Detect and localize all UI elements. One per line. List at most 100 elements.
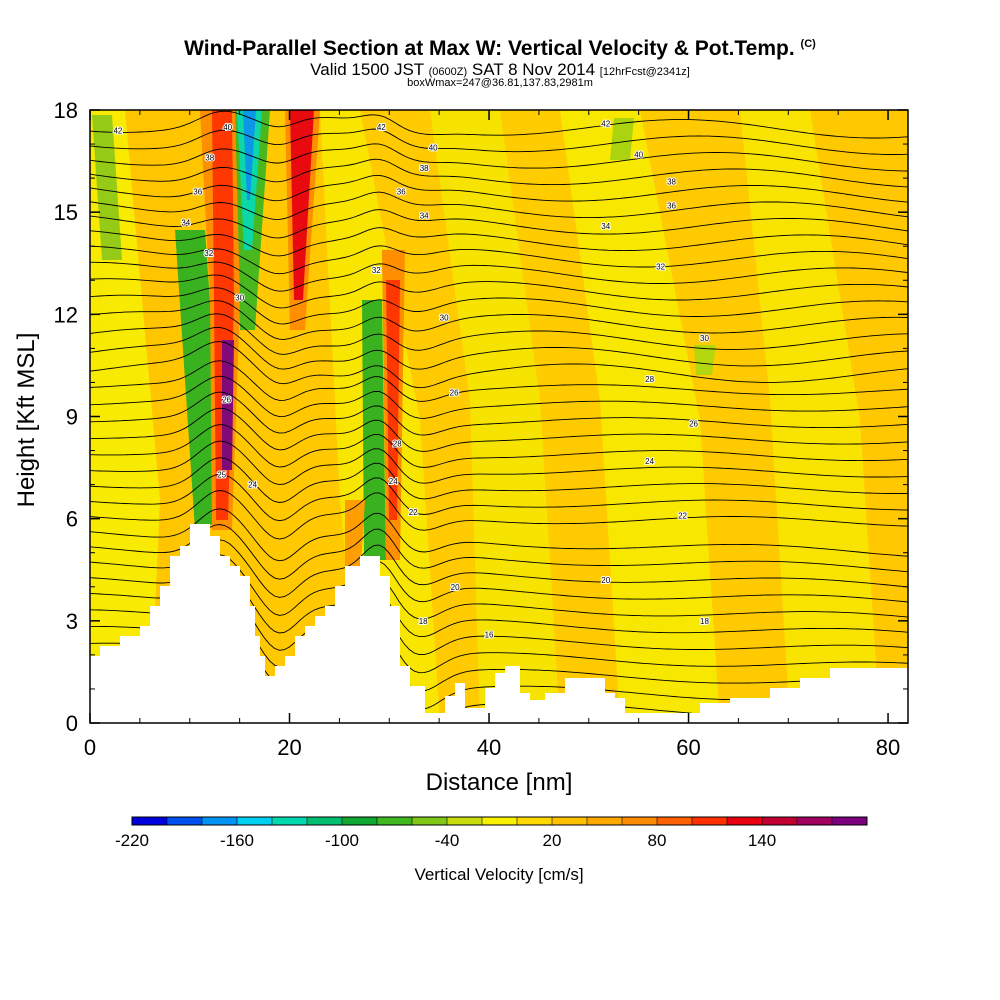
yellow-band xyxy=(430,110,560,723)
colorbar-swatch xyxy=(237,817,273,825)
chart-title-tag: (C) xyxy=(800,38,816,50)
colorbar-swatch xyxy=(517,817,553,825)
theta-contour xyxy=(90,375,908,419)
y-tick-label: 6 xyxy=(66,507,78,532)
colorbar-swatch xyxy=(587,817,623,825)
contour-label: 26 xyxy=(450,389,459,398)
contour-label: 22 xyxy=(409,508,418,517)
y-axis-label: Height [Kft MSL] xyxy=(13,333,40,508)
colorbar-tick-label: -40 xyxy=(435,831,460,850)
theta-contour xyxy=(90,158,908,188)
colorbar-swatch xyxy=(762,817,798,825)
contour-label: 26 xyxy=(222,395,231,404)
theta-contour xyxy=(90,287,908,325)
colorbar-tick-label: 20 xyxy=(543,831,562,850)
valid-utc: (0600Z) xyxy=(428,66,468,78)
x-tick-label: 60 xyxy=(676,735,700,760)
updraft-red xyxy=(386,280,400,520)
colorbar-frame xyxy=(131,816,868,826)
contour-label: 40 xyxy=(429,143,438,152)
colorbar-swatch xyxy=(412,817,448,825)
colorbar-label: Vertical Velocity [cm/s] xyxy=(414,865,583,884)
contour-label: 42 xyxy=(377,123,386,132)
theta-contour xyxy=(90,326,908,370)
contour-label: 20 xyxy=(601,576,610,585)
contour-label: 24 xyxy=(248,481,257,490)
colorbar-swatch xyxy=(307,817,343,825)
contour-label: 30 xyxy=(700,334,709,343)
plot-area: 42 40 38 36 34 32 30 26 25 24 42 40 38 36 34 32 30 26 28 24… xyxy=(90,110,908,723)
contour-label: 30 xyxy=(235,293,244,302)
theta-contour xyxy=(90,313,908,355)
contour-label: 40 xyxy=(223,123,232,132)
contour-label: 32 xyxy=(656,263,665,272)
colorbar-swatch xyxy=(167,817,203,825)
y-tick-label: 9 xyxy=(66,405,78,430)
updraft-red xyxy=(290,110,314,300)
theta-contour xyxy=(90,524,908,580)
colorbar-swatch xyxy=(692,817,728,825)
colorbar-tick-label: 140 xyxy=(748,831,776,850)
contour-label: 18 xyxy=(700,617,709,626)
theta-contour xyxy=(90,407,908,452)
contour-label: 34 xyxy=(420,212,429,221)
contour-label: 16 xyxy=(485,630,494,639)
colorbar-swatch xyxy=(657,817,693,825)
chart-title: Wind-Parallel Section at Max W: Vertical… xyxy=(0,37,1000,61)
contour-label: 42 xyxy=(113,126,122,135)
terrain xyxy=(90,524,908,723)
contour-label: 36 xyxy=(397,188,406,197)
theta-contour xyxy=(90,128,908,155)
chart-title-text: Wind-Parallel Section at Max W: Vertical… xyxy=(184,37,795,60)
colorbar-swatch xyxy=(832,817,868,825)
theta-contour xyxy=(90,424,908,468)
colorbar: -220 -160 -100 -40 20 80 140 xyxy=(115,816,868,850)
contour-label: 38 xyxy=(205,154,214,163)
theta-contour xyxy=(90,261,908,292)
theta-contour xyxy=(90,245,908,275)
valid-date: SAT 8 Nov 2014 xyxy=(471,60,596,79)
colorbar-swatch xyxy=(447,817,483,825)
contour-label: 24 xyxy=(389,477,398,486)
yellow-band xyxy=(560,110,720,723)
colorbar-swatch xyxy=(342,817,378,825)
theta-contour xyxy=(90,143,908,172)
theta-contour xyxy=(90,300,908,340)
contour-label: 34 xyxy=(601,222,610,231)
green-patch xyxy=(92,115,122,260)
contour-label: 32 xyxy=(204,249,213,258)
theta-contour xyxy=(90,209,908,239)
theta-contour xyxy=(90,191,908,220)
x-axis: 0 20 40 60 80 xyxy=(84,110,900,760)
updraft-core xyxy=(222,340,234,470)
y-tick-label: 3 xyxy=(66,609,78,634)
contour-label: 42 xyxy=(601,120,610,129)
x-tick-label: 0 xyxy=(84,735,96,760)
contour-label: 25 xyxy=(217,470,226,479)
contour-label: 34 xyxy=(181,218,190,227)
x-tick-label: 40 xyxy=(477,735,501,760)
chart-subtitle: Valid 1500 JST (0600Z) SAT 8 Nov 2014 [1… xyxy=(0,60,1000,80)
colorbar-tick-label: -220 xyxy=(115,831,149,850)
contour-label: 32 xyxy=(372,266,381,275)
theta-contour xyxy=(90,457,908,503)
colorbar-tick-label: 80 xyxy=(648,831,667,850)
colorbar-swatch xyxy=(797,817,833,825)
colorbar-swatch xyxy=(272,817,308,825)
green-downdraft xyxy=(362,300,386,560)
contour-label: 20 xyxy=(451,583,460,592)
colorbar-swatch xyxy=(552,817,588,825)
box-info: boxWmax=247@36.81,137.83,2981m xyxy=(407,77,593,89)
contour-label: 26 xyxy=(689,419,698,428)
theta-contour xyxy=(90,508,908,562)
contour-label: 24 xyxy=(645,457,654,466)
contour-label: 22 xyxy=(678,511,687,520)
theta-contour xyxy=(90,174,908,203)
colorbar-swatch xyxy=(482,817,518,825)
colorbar-swatch xyxy=(132,817,168,825)
contour-labels: 42 40 38 36 34 32 30 26 25 24 42 40 38 36 34 32 30 26 28 24… xyxy=(112,119,710,641)
contour-label: 28 xyxy=(645,375,654,384)
y-tick-label: 15 xyxy=(54,200,78,225)
